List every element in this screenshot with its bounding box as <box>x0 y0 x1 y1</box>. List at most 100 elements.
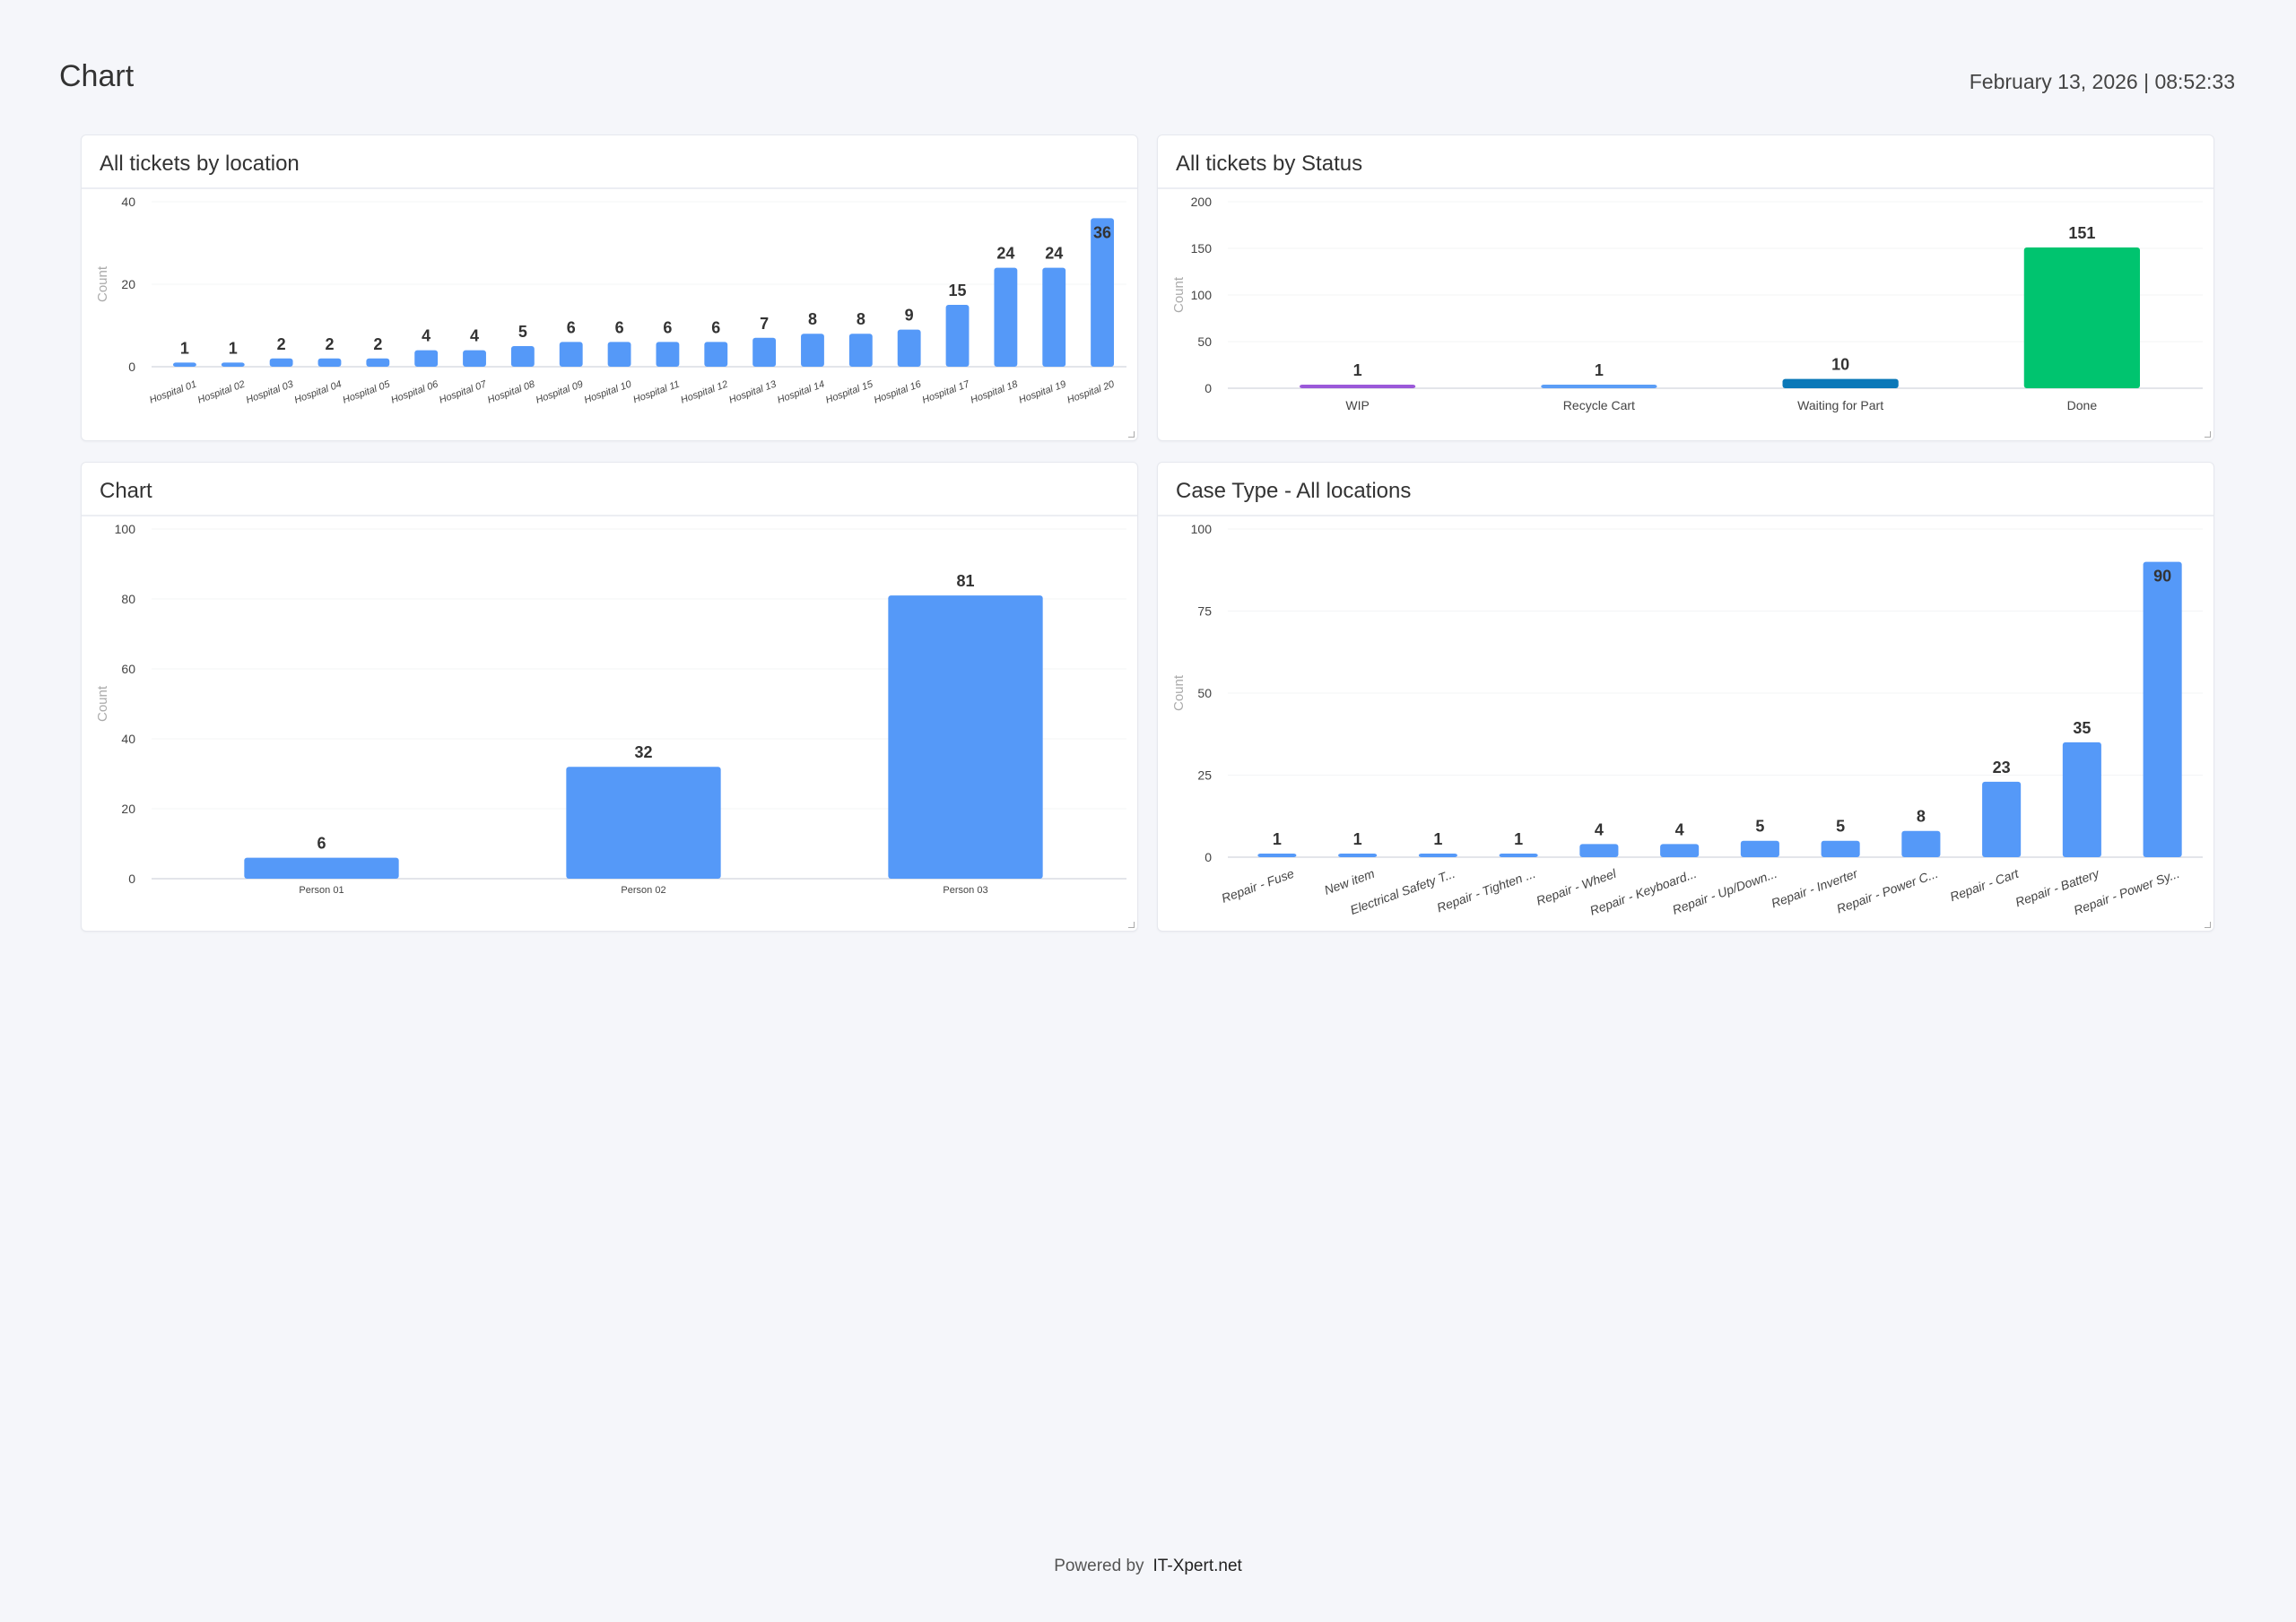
y-tick-label: 50 <box>1197 686 1212 700</box>
bar <box>1418 854 1457 857</box>
data-label: 6 <box>711 318 720 336</box>
data-label: 5 <box>1836 818 1845 836</box>
footer: Powered by IT-Xpert.net <box>0 1557 2296 1576</box>
bar <box>2062 742 2101 857</box>
data-label: 24 <box>1045 245 1063 263</box>
x-tick-label: Hospital 12 <box>679 379 729 406</box>
data-label: 8 <box>1917 808 1926 826</box>
data-label: 1 <box>1595 361 1604 379</box>
data-label: 2 <box>325 335 334 353</box>
y-tick-label: 100 <box>115 522 136 536</box>
y-tick-label: 20 <box>121 277 135 291</box>
bar-chart: 0 50 100 150 200 Count 1 WIP 1 Recycle Cart 10 Wait… <box>1171 195 2203 412</box>
x-tick-label: Hospital 05 <box>342 378 393 405</box>
y-tick-label: 25 <box>1197 768 1212 783</box>
x-tick-label: Hospital 11 <box>631 379 681 406</box>
data-label: 24 <box>996 245 1014 263</box>
card-title: Chart <box>82 463 1137 516</box>
data-label: 23 <box>1993 759 2011 776</box>
bar <box>848 334 873 367</box>
bar <box>463 350 486 367</box>
y-tick-label: 150 <box>1191 241 1213 256</box>
x-tick-label: Hospital 20 <box>1065 378 1117 405</box>
bar <box>1257 854 1297 857</box>
data-label: 4 <box>470 327 479 345</box>
bar <box>945 305 970 367</box>
bar <box>888 595 1043 879</box>
data-label: 7 <box>760 315 769 333</box>
data-label: 35 <box>2073 719 2091 737</box>
chart-card-status: All tickets by Status 0 50 100 150 200 Count 1… <box>1157 134 2214 441</box>
card-title: All tickets by location <box>82 135 1137 189</box>
bar <box>1901 830 1941 857</box>
data-label: 4 <box>422 327 430 345</box>
y-axis-label: Count <box>95 685 110 722</box>
data-label: 10 <box>1831 356 1849 374</box>
x-tick-label: Hospital 16 <box>873 378 924 405</box>
bar <box>704 342 728 367</box>
bar <box>2143 561 2182 857</box>
bar <box>414 350 439 367</box>
bar <box>566 767 721 879</box>
bar <box>1982 781 2022 857</box>
bar <box>1300 385 1416 388</box>
y-tick-label: 100 <box>1191 522 1213 536</box>
bar <box>269 358 293 367</box>
data-label: 5 <box>518 323 527 341</box>
bar <box>1740 840 1779 857</box>
y-tick-label: 75 <box>1197 604 1212 619</box>
y-axis-label: Count <box>1171 276 1187 313</box>
brand-link[interactable]: IT-Xpert.net <box>1152 1557 1242 1575</box>
bar <box>1660 844 1700 857</box>
bar <box>317 358 342 367</box>
resize-handle[interactable] <box>2205 431 2211 438</box>
resize-handle[interactable] <box>1128 431 1135 438</box>
data-label: 1 <box>1433 830 1442 848</box>
x-tick-label: New item <box>1322 866 1377 898</box>
x-tick-label: Repair - Fuse <box>1220 866 1296 906</box>
data-label: 2 <box>373 335 382 353</box>
x-tick-label: Hospital 01 <box>148 379 198 406</box>
x-tick-label: Hospital 15 <box>824 378 875 405</box>
bar <box>244 857 399 879</box>
x-tick-label: Waiting for Part <box>1797 398 1883 412</box>
powered-by-label: Powered by <box>1054 1557 1144 1575</box>
bar <box>897 329 921 367</box>
resize-handle[interactable] <box>1128 922 1135 928</box>
y-tick-label: 0 <box>1205 381 1212 395</box>
data-label: 1 <box>1514 830 1523 848</box>
x-tick-label: Hospital 06 <box>389 378 440 405</box>
datetime: February 13, 2026 | 08:52:33 <box>1969 70 2235 93</box>
bar <box>1338 854 1378 857</box>
bar <box>559 342 583 367</box>
x-tick-label: Repair - Cart <box>1948 865 2022 904</box>
resize-handle[interactable] <box>2205 922 2211 928</box>
bar <box>1499 854 1538 857</box>
bar <box>1042 267 1066 367</box>
bar <box>366 358 390 367</box>
x-tick-label: Hospital 07 <box>438 378 489 405</box>
bar <box>2023 247 2140 388</box>
bar <box>656 342 680 367</box>
data-label: 8 <box>808 310 817 328</box>
data-label: 1 <box>1273 830 1282 848</box>
x-tick-label: Hospital 09 <box>535 379 585 406</box>
data-label: 90 <box>2153 568 2171 585</box>
card-title: Case Type - All locations <box>1158 463 2213 516</box>
y-tick-label: 0 <box>1205 850 1212 864</box>
bar <box>752 337 777 367</box>
x-tick-label: Hospital 10 <box>583 378 634 405</box>
bar <box>221 362 245 367</box>
data-label: 4 <box>1675 820 1684 838</box>
x-tick-label: Hospital 08 <box>486 378 537 405</box>
x-tick-label: Hospital 04 <box>293 379 344 406</box>
bar <box>1782 378 1899 388</box>
bar-chart: 0 20 40 Count 1 Hospital 01 1 Hospital 02 2 Hospi… <box>95 195 1126 406</box>
data-label: 8 <box>857 310 865 328</box>
y-tick-label: 80 <box>121 592 135 606</box>
data-label: 1 <box>229 339 238 357</box>
bar <box>1541 385 1657 388</box>
data-label: 32 <box>634 743 652 761</box>
y-tick-label: 100 <box>1191 288 1213 302</box>
y-tick-label: 40 <box>121 195 135 209</box>
